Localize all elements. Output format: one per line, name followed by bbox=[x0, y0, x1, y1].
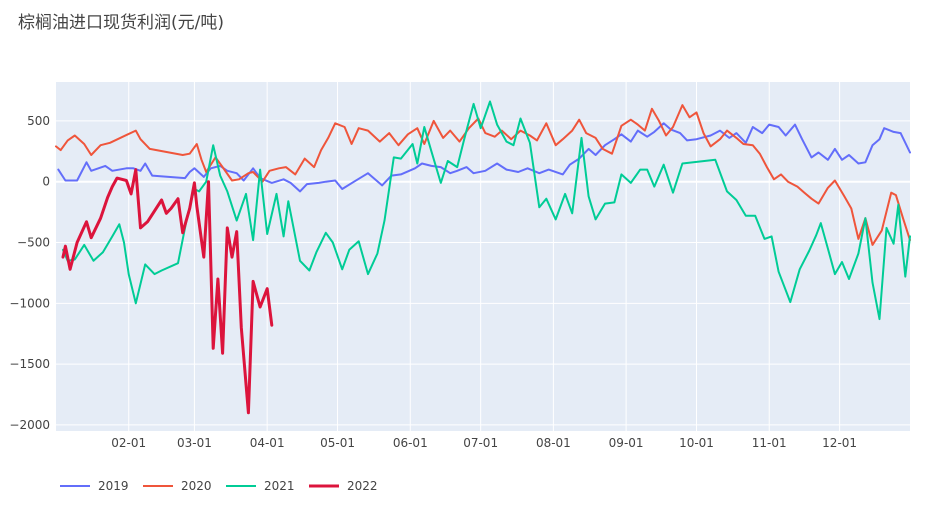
legend-item-2020[interactable]: 2020 bbox=[143, 479, 212, 493]
legend-label: 2021 bbox=[264, 479, 295, 493]
x-tick-label: 06-01 bbox=[393, 436, 428, 450]
legend-label: 2019 bbox=[98, 479, 129, 493]
x-tick-labels: 02-01 03-01 04-01 05-01 06-01 07-01 08-01 09-01… bbox=[111, 436, 857, 450]
legend-item-2022[interactable]: 2022 bbox=[309, 479, 378, 493]
y-tick-label: 0 bbox=[42, 175, 50, 189]
y-tick-label: −1000 bbox=[9, 296, 50, 310]
legend-item-2021[interactable]: 2021 bbox=[226, 479, 295, 493]
y-tick-label: −2000 bbox=[9, 418, 50, 432]
series-line-2022 bbox=[61, 168, 274, 415]
y-tick-label: 500 bbox=[27, 114, 50, 128]
x-tick-label: 07-01 bbox=[463, 436, 498, 450]
x-tick-label: 08-01 bbox=[536, 436, 571, 450]
legend-item-2019[interactable]: 2019 bbox=[60, 479, 129, 493]
x-tick-label: 10-01 bbox=[679, 436, 714, 450]
x-tick-label: 11-01 bbox=[752, 436, 787, 450]
chart-title: 棕榈油进口现货利润(元/吨) bbox=[18, 13, 224, 33]
y-tick-label: −1500 bbox=[9, 357, 50, 371]
legend[interactable]: 2019 2020 2021 2022 bbox=[60, 479, 378, 493]
series-line-2021 bbox=[62, 100, 911, 321]
series-line-2020 bbox=[55, 104, 911, 246]
series-layer bbox=[55, 100, 911, 415]
y-tick-labels: 500 0 −500 −1000 −1500 −2000 bbox=[9, 114, 50, 432]
legend-label: 2020 bbox=[181, 479, 212, 493]
y-tick-label: −500 bbox=[17, 236, 50, 250]
plot-background bbox=[56, 82, 910, 431]
x-tick-label: 03-01 bbox=[177, 436, 212, 450]
x-tick-label: 04-01 bbox=[250, 436, 285, 450]
x-tick-label: 09-01 bbox=[609, 436, 644, 450]
legend-label: 2022 bbox=[347, 479, 378, 493]
x-tick-label: 12-01 bbox=[822, 436, 857, 450]
x-tick-label: 05-01 bbox=[320, 436, 355, 450]
x-tick-label: 02-01 bbox=[111, 436, 146, 450]
